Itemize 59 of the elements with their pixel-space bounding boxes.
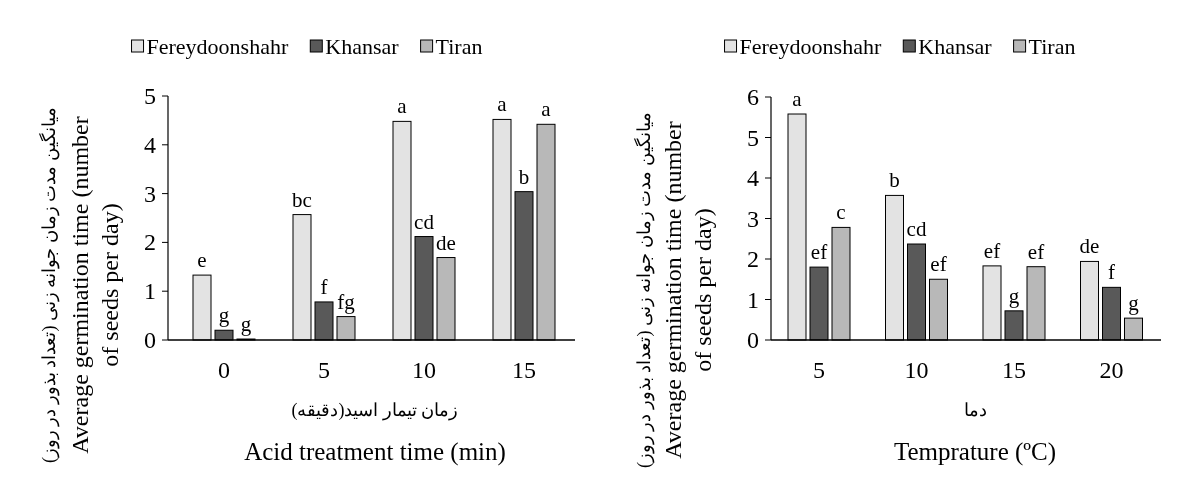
data-label: b [518,164,530,189]
y-tick-label: 6 [747,84,759,110]
x-axis-title: Acid treatment time (min) [244,438,506,466]
y-tick-label: 5 [747,124,759,151]
legend-label: Fereydoonshahr [146,34,289,59]
y-tick-label: 3 [747,205,759,232]
data-label: de [436,230,456,255]
x-tick-label: 0 [218,357,230,383]
x-tick-label: 5 [318,357,330,383]
x-tick-label: 20 [1099,357,1124,383]
data-label: g [240,312,252,337]
data-label: de [1079,234,1100,259]
x-tick-label: 10 [412,357,436,383]
data-label: f [320,274,328,299]
y-tick-label: 0 [747,327,759,353]
text: میانگین مدت زمان جوانه زنی (تعداد بذور در روز) [633,112,655,468]
y-tick-label: 1 [144,278,156,305]
y-tick-label: 0 [144,327,156,353]
legend-label: Khansar [918,34,993,59]
data-label: ef [930,252,947,277]
legend-label: Tiran [435,34,483,59]
text: میانگین مدت زمان جوانه زنی (تعداد بذور در روز) [38,107,60,463]
y-tick-label: 5 [144,83,156,109]
x-tick-label: 10 [904,357,929,383]
data-label: cd [906,217,927,242]
y-axis-title: Average germination time (number of seeds per day) [660,121,716,459]
y-tick-label: 4 [144,131,156,158]
y-tick-label: 2 [144,229,156,256]
text: زمان تیمار اسید(دقیقه) [291,400,459,421]
x-tick-label: 15 [512,357,536,383]
data-label: fg [337,289,356,314]
x-tick-label: 15 [1002,357,1026,383]
data-label: ef [1027,239,1045,264]
y-axis-title: Average germination time (number of seeds per day) [67,116,123,454]
data-label: bc [292,187,312,212]
legend-label: Khansar [325,34,400,59]
x-axis-title: Temprature (ºC) [893,438,1057,466]
data-label: a [397,94,408,119]
data-label: g [218,303,230,328]
text: دما [963,400,987,420]
data-label: g [1008,283,1020,308]
data-label: a [541,97,552,122]
data-label: a [497,92,508,117]
y-tick-label: 2 [747,246,759,272]
data-label: a [792,87,803,112]
data-label: e [197,248,207,273]
data-label: b [889,168,900,193]
data-label: ef [983,238,1001,263]
data-label: ef [810,240,828,265]
legend-label: Tiran [1028,34,1076,59]
data-label: cd [414,209,435,234]
legend-label: Fereydoonshahr [739,34,882,59]
y-tick-label: 1 [747,286,759,313]
data-label: f [1108,260,1115,285]
data-label: g [1128,291,1140,316]
y-tick-label: 3 [144,180,156,207]
data-label: c [836,200,846,225]
y-tick-label: 4 [747,165,759,191]
x-tick-label: 5 [813,357,825,383]
